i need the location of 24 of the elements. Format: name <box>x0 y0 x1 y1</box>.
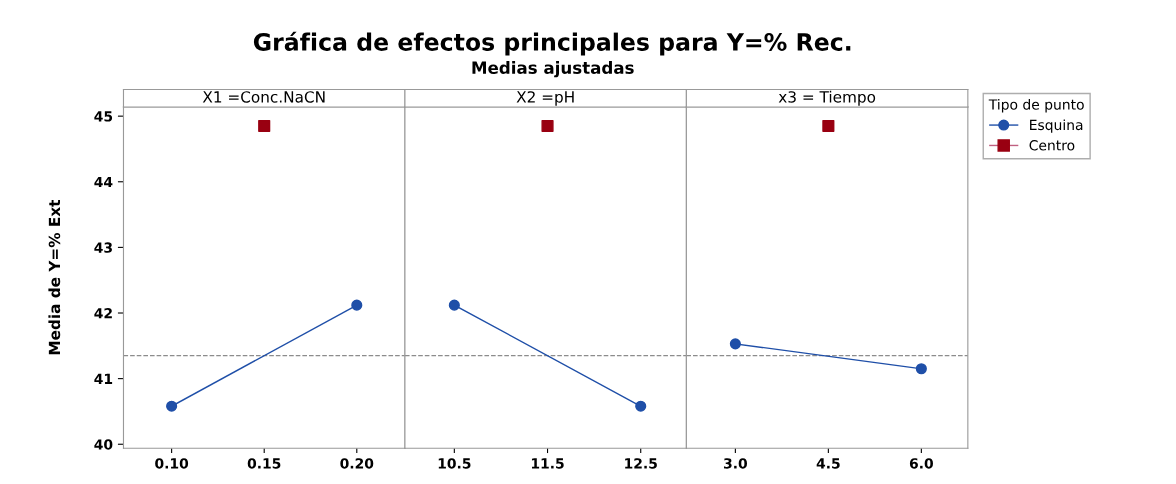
y-tick-label: 40 <box>94 439 113 450</box>
y-tick-label: 43 <box>94 242 112 253</box>
chart-title: x3 = Tiempo <box>778 90 876 106</box>
x-tick-label: 3.0 <box>724 458 748 469</box>
text: Medias ajustadas <box>472 61 634 78</box>
y-tick-label: 44 <box>94 176 113 188</box>
x-tick-label: 10.5 <box>438 458 471 469</box>
x-tick-label: 0.20 <box>340 458 374 469</box>
legend-title: Tipo de punto <box>988 98 1084 113</box>
legend-label: Esquina <box>1030 119 1083 133</box>
legend-label: Centro <box>1029 140 1075 151</box>
x-tick-label: 0.10 <box>155 458 189 469</box>
x-tick-label: 11.5 <box>531 458 564 469</box>
x-tick-label: 12.5 <box>625 458 657 469</box>
text: Gráfica de efectos principales para Y=% Rec. <box>253 31 851 56</box>
y-tick-label: 42 <box>94 307 112 319</box>
x-tick-label: 0.15 <box>247 458 281 469</box>
y-axis-title: Media de Y=% Ext <box>48 199 61 355</box>
x-tick-label: 4.5 <box>816 458 840 469</box>
y-tick-label: 45 <box>94 111 113 122</box>
x-tick-label: 6.0 <box>909 458 933 469</box>
chart-title: X2 =pH <box>516 91 574 106</box>
y-tick-label: 41 <box>94 373 113 384</box>
chart-title: X1 =Conc.NaCN <box>202 91 325 103</box>
